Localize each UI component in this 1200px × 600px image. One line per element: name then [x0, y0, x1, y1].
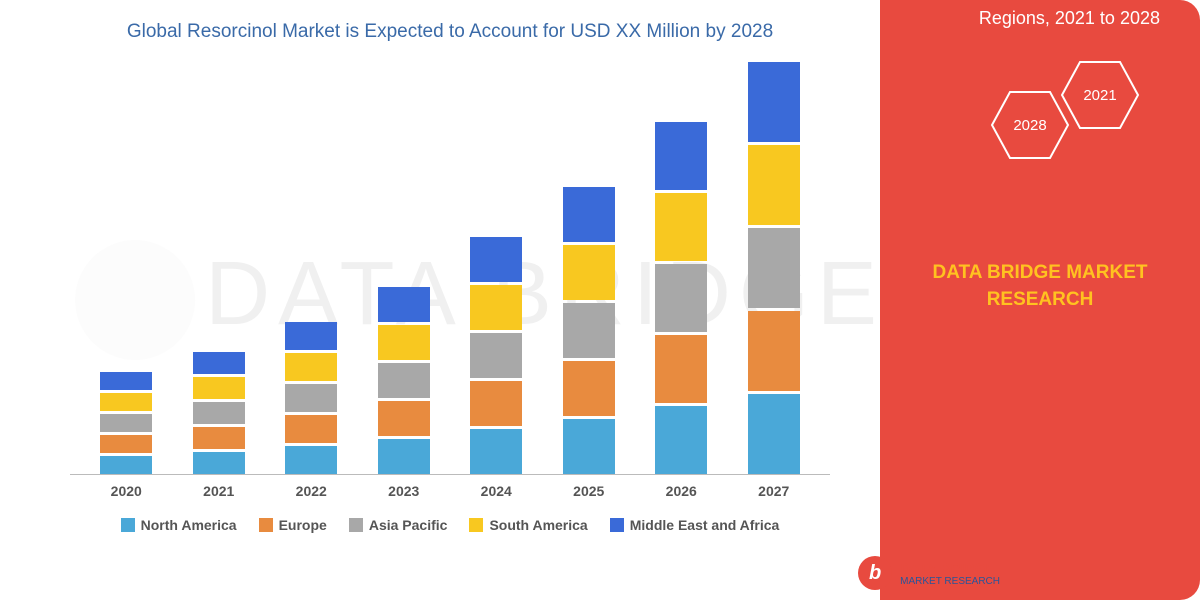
- bar-segment: [748, 62, 800, 142]
- x-axis-label: 2022: [285, 483, 337, 499]
- hexagon-2028: 2028: [990, 90, 1070, 160]
- bar-segment: [655, 406, 707, 474]
- bar-segment: [285, 446, 337, 474]
- bar-segment: [470, 381, 522, 426]
- chart-plot: [70, 55, 830, 475]
- bar-column: [100, 372, 152, 474]
- x-axis-label: 2025: [563, 483, 615, 499]
- bar-column: [285, 322, 337, 474]
- footer-logo-line2: MARKET RESEARCH: [900, 576, 1000, 587]
- legend-label: Asia Pacific: [369, 517, 448, 533]
- bar-segment: [655, 193, 707, 261]
- bar-segment: [193, 352, 245, 374]
- bar-segment: [470, 285, 522, 330]
- legend-label: Middle East and Africa: [630, 517, 780, 533]
- x-axis-label: 2023: [378, 483, 430, 499]
- bar-segment: [655, 122, 707, 190]
- bar-segment: [378, 325, 430, 360]
- legend-item: North America: [121, 517, 237, 533]
- bar-segment: [563, 187, 615, 242]
- bar-column: [470, 237, 522, 474]
- bar-segment: [193, 427, 245, 449]
- right-panel: Regions, 2021 to 2028 2028 2021 DATA BRI…: [880, 0, 1200, 600]
- hexagon-2021: 2021: [1060, 60, 1140, 130]
- bar-segment: [378, 363, 430, 398]
- bar-segment: [563, 361, 615, 416]
- legend-item: South America: [469, 517, 587, 533]
- x-axis-label: 2026: [655, 483, 707, 499]
- bar-segment: [193, 402, 245, 424]
- footer-logo: b DATA BRIDGE MARKET RESEARCH: [858, 556, 1000, 590]
- chart-area: Global Resorcinol Market is Expected to …: [40, 20, 860, 580]
- bar-segment: [285, 353, 337, 381]
- bar-segment: [470, 429, 522, 474]
- bar-segment: [285, 322, 337, 350]
- bar-segment: [748, 394, 800, 474]
- bar-segment: [378, 287, 430, 322]
- bar-segment: [748, 145, 800, 225]
- legend-label: North America: [141, 517, 237, 533]
- bar-segment: [378, 401, 430, 436]
- bar-segment: [100, 456, 152, 474]
- bar-segment: [563, 303, 615, 358]
- bar-segment: [193, 452, 245, 474]
- legend-item: Europe: [259, 517, 327, 533]
- legend-swatch: [469, 518, 483, 532]
- bar-segment: [748, 311, 800, 391]
- legend-swatch: [349, 518, 363, 532]
- legend-item: Middle East and Africa: [610, 517, 780, 533]
- chart-title: Global Resorcinol Market is Expected to …: [40, 20, 860, 45]
- bar-segment: [655, 264, 707, 332]
- x-axis-label: 2024: [470, 483, 522, 499]
- bar-segment: [470, 333, 522, 378]
- x-axis-label: 2021: [193, 483, 245, 499]
- bar-segment: [470, 237, 522, 282]
- bar-column: [748, 62, 800, 474]
- legend-swatch: [259, 518, 273, 532]
- legend-label: Europe: [279, 517, 327, 533]
- legend-swatch: [121, 518, 135, 532]
- brand-name: DATA BRIDGE MARKET RESEARCH: [880, 260, 1200, 313]
- bar-column: [378, 287, 430, 474]
- bar-segment: [563, 419, 615, 474]
- x-axis-label: 2027: [748, 483, 800, 499]
- bar-segment: [748, 228, 800, 308]
- legend: North America Europe Asia Pacific South Ame…: [40, 517, 860, 533]
- legend-label: South America: [489, 517, 587, 533]
- bar-segment: [285, 384, 337, 412]
- bar-segment: [285, 415, 337, 443]
- footer-logo-icon: b: [858, 556, 892, 590]
- legend-item: Asia Pacific: [349, 517, 448, 533]
- footer-logo-line1: DATA BRIDGE: [900, 560, 1000, 576]
- bar-segment: [193, 377, 245, 399]
- bar-column: [193, 352, 245, 474]
- bar-segment: [100, 435, 152, 453]
- bar-column: [655, 122, 707, 474]
- regions-title: Regions, 2021 to 2028: [979, 8, 1160, 29]
- bar-column: [563, 187, 615, 474]
- bar-segment: [378, 439, 430, 474]
- x-axis: 2020 2021 2022 2023 2024 2025 2026 2027: [70, 483, 830, 499]
- x-axis-label: 2020: [100, 483, 152, 499]
- bar-segment: [100, 414, 152, 432]
- bar-segment: [655, 335, 707, 403]
- bar-segment: [100, 372, 152, 390]
- bar-segment: [563, 245, 615, 300]
- legend-swatch: [610, 518, 624, 532]
- bar-segment: [100, 393, 152, 411]
